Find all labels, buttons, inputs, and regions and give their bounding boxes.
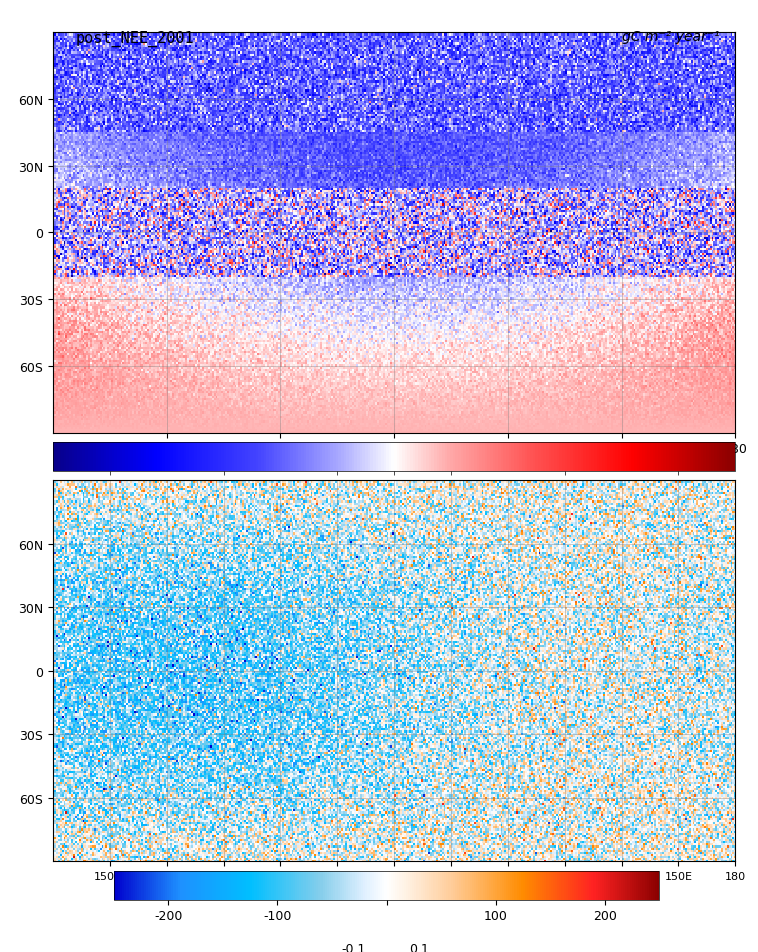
Text: -0.1: -0.1 xyxy=(342,942,366,952)
Text: post_NEE_2001: post_NEE_2001 xyxy=(76,30,194,47)
Text: gC m⁻² year⁻¹: gC m⁻² year⁻¹ xyxy=(622,30,720,45)
Text: 0.1: 0.1 xyxy=(409,942,429,952)
